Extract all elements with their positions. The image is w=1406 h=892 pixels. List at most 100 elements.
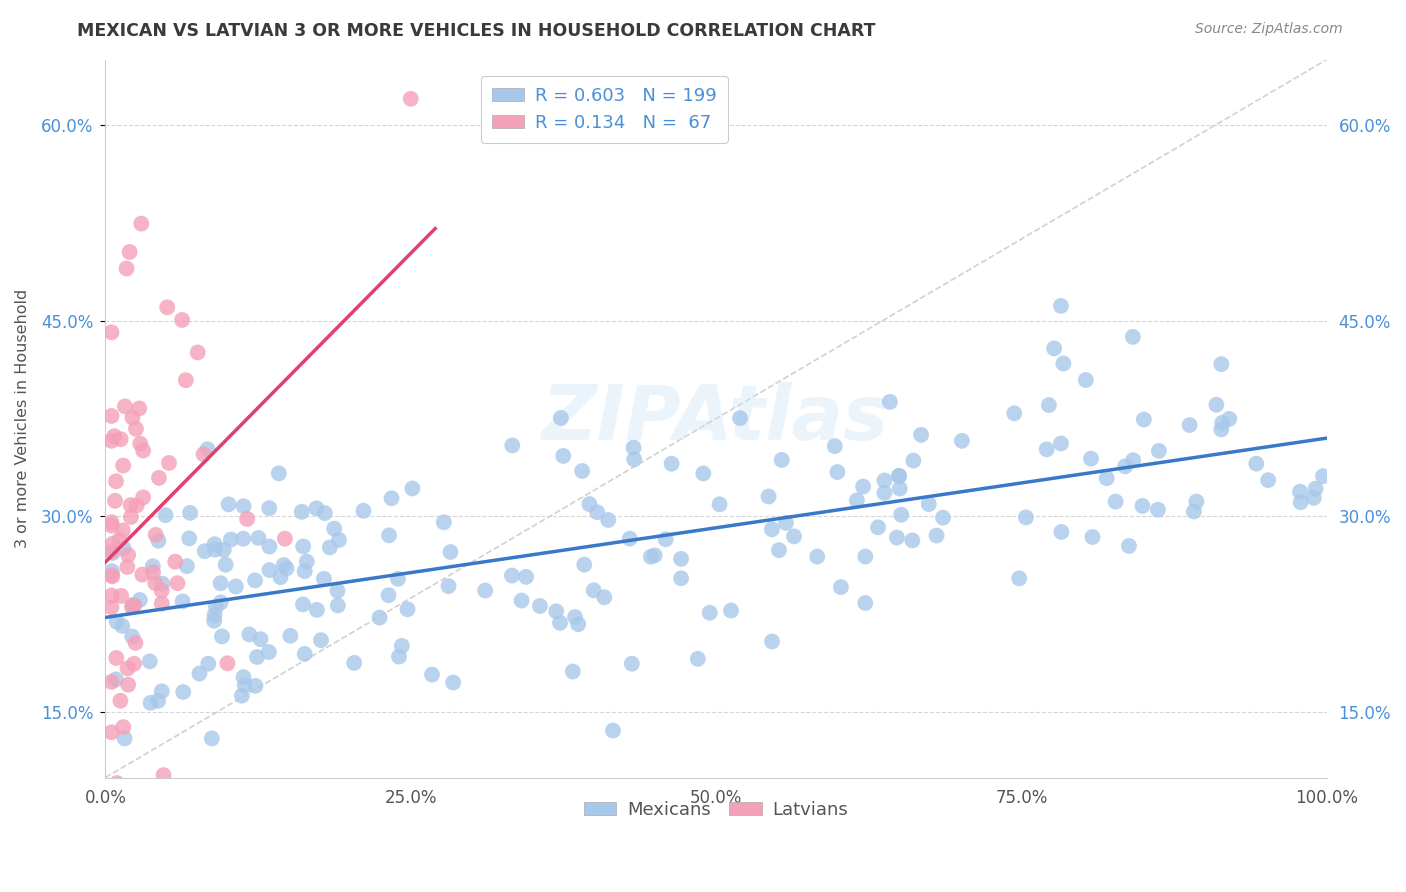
Point <box>292 540 315 554</box>
Point <box>139 654 162 668</box>
Point <box>218 497 240 511</box>
Point <box>148 471 170 485</box>
Point <box>775 516 797 530</box>
Point <box>550 410 572 425</box>
Point <box>215 558 238 572</box>
Point <box>1132 499 1154 513</box>
Point <box>249 632 271 647</box>
Point <box>873 486 896 500</box>
Point <box>654 533 676 547</box>
Point <box>125 422 148 436</box>
Point <box>1104 494 1126 508</box>
Point <box>156 301 179 315</box>
Point <box>291 598 314 612</box>
Point <box>378 528 401 542</box>
Point <box>122 599 145 613</box>
Point <box>100 434 122 448</box>
Point <box>179 532 201 546</box>
Point <box>314 506 336 520</box>
Legend: Mexicans, Latvians: Mexicans, Latvians <box>576 794 855 826</box>
Point <box>170 313 193 327</box>
Point <box>112 541 135 556</box>
Point <box>901 533 924 548</box>
Point <box>824 439 846 453</box>
Point <box>111 619 134 633</box>
Point <box>294 647 316 661</box>
Point <box>155 508 177 523</box>
Point <box>176 559 198 574</box>
Point <box>121 600 143 615</box>
Point <box>100 568 122 582</box>
Point <box>146 694 169 708</box>
Point <box>548 615 571 630</box>
Point <box>202 614 225 628</box>
Point <box>129 436 152 450</box>
Point <box>529 599 551 613</box>
Point <box>150 597 173 611</box>
Point <box>1257 473 1279 487</box>
Point <box>686 652 709 666</box>
Point <box>225 579 247 593</box>
Point <box>1289 484 1312 499</box>
Point <box>112 458 135 473</box>
Point <box>273 558 295 572</box>
Point <box>122 657 145 671</box>
Point <box>217 657 239 671</box>
Point <box>243 574 266 588</box>
Point <box>100 518 122 533</box>
Point <box>319 541 342 555</box>
Point <box>1211 357 1233 371</box>
Point <box>1185 494 1208 508</box>
Point <box>1114 459 1136 474</box>
Point <box>441 675 464 690</box>
Point <box>204 537 226 551</box>
Point <box>761 522 783 536</box>
Point <box>105 776 128 790</box>
Point <box>761 634 783 648</box>
Point <box>110 589 132 603</box>
Point <box>193 447 215 461</box>
Point <box>586 505 609 519</box>
Point <box>132 443 155 458</box>
Point <box>1038 398 1060 412</box>
Point <box>100 515 122 529</box>
Point <box>115 261 138 276</box>
Point <box>233 678 256 692</box>
Point <box>246 650 269 665</box>
Point <box>918 497 941 511</box>
Point <box>110 432 132 446</box>
Point <box>380 491 402 506</box>
Point <box>1050 299 1073 313</box>
Point <box>932 510 955 524</box>
Point <box>236 512 259 526</box>
Point <box>323 522 346 536</box>
Point <box>510 593 533 607</box>
Point <box>205 599 228 614</box>
Point <box>806 549 828 564</box>
Point <box>1118 539 1140 553</box>
Point <box>582 583 605 598</box>
Point <box>294 564 316 578</box>
Point <box>104 673 127 687</box>
Point <box>245 679 267 693</box>
Point <box>209 595 232 609</box>
Point <box>118 244 141 259</box>
Point <box>1050 436 1073 450</box>
Point <box>148 533 170 548</box>
Point <box>571 464 593 478</box>
Point <box>709 497 731 511</box>
Point <box>401 482 423 496</box>
Text: ZIPAtlas: ZIPAtlas <box>543 382 890 456</box>
Point <box>879 395 901 409</box>
Point <box>104 493 127 508</box>
Point <box>326 583 349 598</box>
Point <box>197 442 219 457</box>
Point <box>145 528 167 542</box>
Point <box>257 501 280 516</box>
Point <box>925 528 948 542</box>
Point <box>783 529 806 543</box>
Point <box>391 639 413 653</box>
Point <box>1095 471 1118 485</box>
Point <box>1218 412 1240 426</box>
Point <box>1289 495 1312 509</box>
